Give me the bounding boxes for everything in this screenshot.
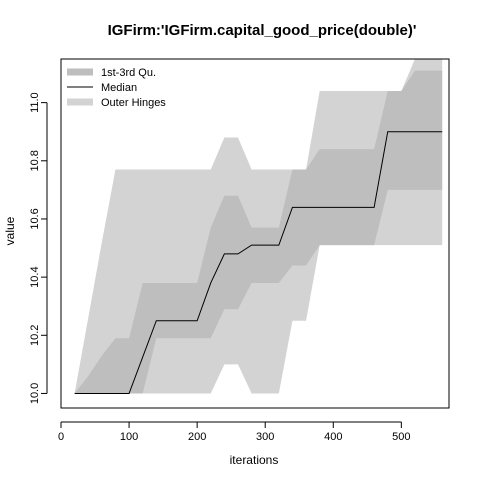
x-tick-label: 200 bbox=[188, 431, 206, 443]
x-tick-label: 300 bbox=[256, 431, 274, 443]
x-tick-label: 100 bbox=[120, 431, 138, 443]
y-tick-label: 10.4 bbox=[29, 266, 41, 287]
y-tick-label: 10.0 bbox=[29, 383, 41, 404]
y-axis-label: value bbox=[3, 216, 17, 245]
legend-label: 1st-3rd Qu. bbox=[101, 67, 156, 79]
axes: 0 100 200 300 400 500 10.0 10.2 10.4 10.6 10.8 11.0 bbox=[29, 58, 450, 443]
legend: 1st-3rd Qu. Median Outer Hinges bbox=[67, 67, 166, 109]
x-tick-label: 400 bbox=[324, 431, 342, 443]
x-tick-label: 500 bbox=[392, 431, 410, 443]
y-tick-label: 10.2 bbox=[29, 325, 41, 346]
plot-region bbox=[74, 59, 443, 394]
y-tick-label: 10.8 bbox=[29, 150, 41, 171]
chart-title: IGFirm:'IGFirm.capital_good_price(double… bbox=[108, 22, 417, 39]
y-tick-label: 11.0 bbox=[29, 92, 41, 113]
iqr-band bbox=[74, 70, 443, 394]
legend-label: Outer Hinges bbox=[101, 97, 166, 109]
x-axis-label: iterations bbox=[230, 453, 279, 467]
median-line bbox=[74, 131, 443, 394]
y-tick-label: 10.6 bbox=[29, 208, 41, 229]
legend-label: Median bbox=[101, 82, 137, 94]
plot-frame bbox=[60, 58, 450, 409]
x-tick-label: 0 bbox=[58, 431, 64, 443]
